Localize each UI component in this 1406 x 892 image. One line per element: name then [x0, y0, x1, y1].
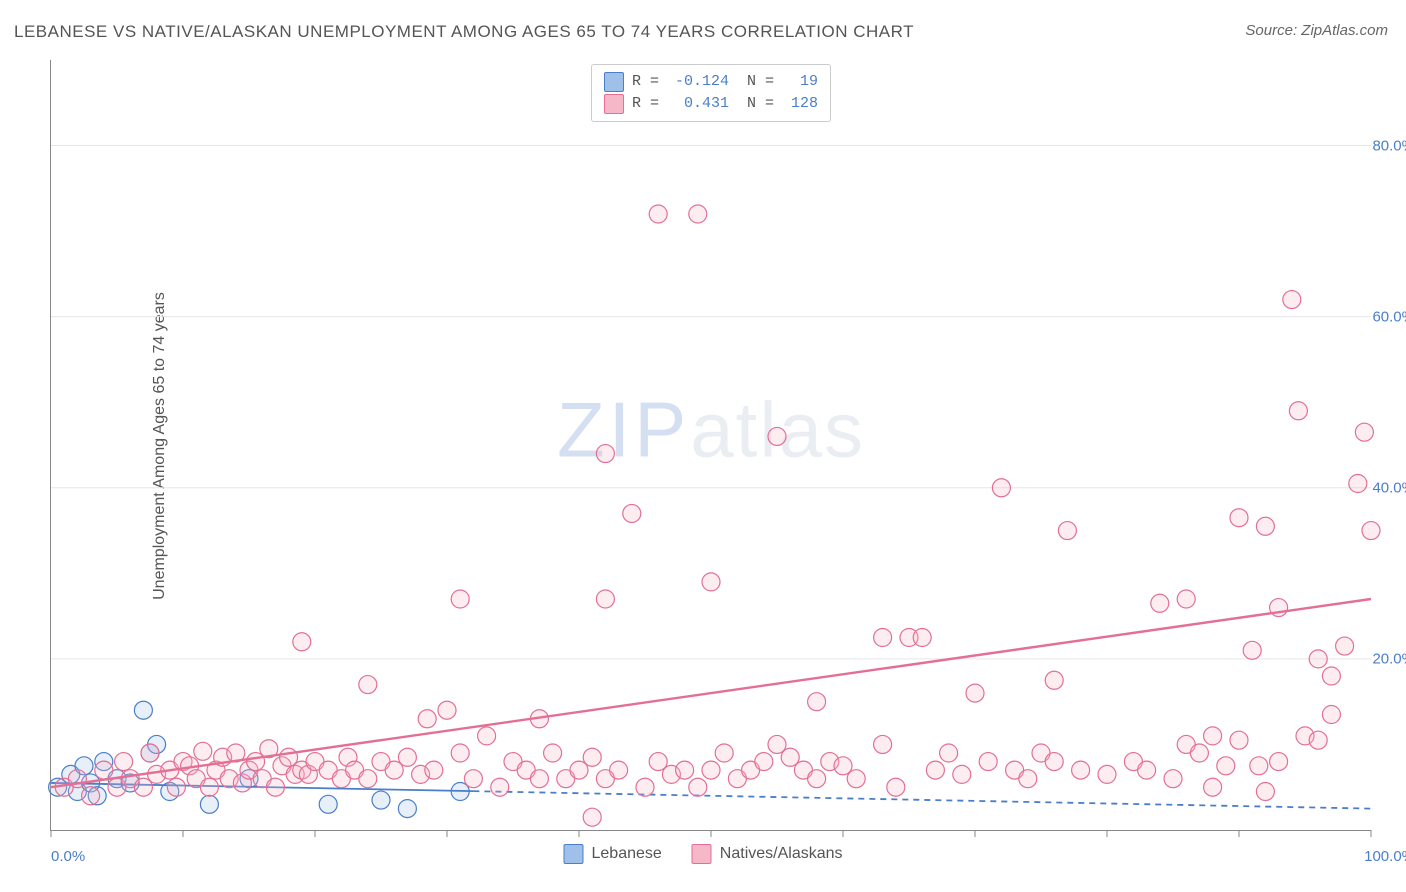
- y-tick-label: 60.0%: [1372, 308, 1406, 325]
- stats-r-label: R =: [632, 71, 659, 93]
- legend-label: Natives/Alaskans: [720, 845, 843, 863]
- source-name: ZipAtlas.com: [1301, 22, 1388, 39]
- legend-item: Natives/Alaskans: [692, 844, 843, 864]
- legend-swatch: [563, 844, 583, 864]
- y-tick-label: 20.0%: [1372, 650, 1406, 667]
- stats-r-value: 0.431: [667, 93, 729, 115]
- stats-n-label: N =: [747, 71, 774, 93]
- legend-swatch: [692, 844, 712, 864]
- bottom-legend: Lebanese Natives/Alaskans: [563, 844, 842, 864]
- stats-row: R = 0.431 N = 128: [604, 93, 818, 115]
- source-prefix: Source:: [1245, 22, 1301, 39]
- y-tick-label: 80.0%: [1372, 137, 1406, 154]
- legend-label: Lebanese: [591, 845, 661, 863]
- chart-title: LEBANESE VS NATIVE/ALASKAN UNEMPLOYMENT …: [14, 22, 914, 42]
- source-label: Source: ZipAtlas.com: [1245, 22, 1388, 39]
- stats-r-label: R =: [632, 93, 659, 115]
- legend-swatch: [604, 94, 624, 114]
- y-tick-label: 40.0%: [1372, 479, 1406, 496]
- stats-n-value: 19: [782, 71, 818, 93]
- stats-row: R = -0.124 N = 19: [604, 71, 818, 93]
- legend-swatch: [604, 72, 624, 92]
- stats-box: R = -0.124 N = 19 R = 0.431 N = 128: [591, 64, 831, 122]
- chart-container: LEBANESE VS NATIVE/ALASKAN UNEMPLOYMENT …: [0, 0, 1406, 892]
- x-tick-label: 0.0%: [51, 848, 85, 865]
- x-tick-label: 100.0%: [1364, 848, 1406, 865]
- plot-area: ZIPatlas R =-0.124N =19R =0.431N =128 20…: [50, 60, 1371, 831]
- plot-svg: [51, 60, 1371, 830]
- stats-n-label: N =: [747, 93, 774, 115]
- legend-item: Lebanese: [563, 844, 661, 864]
- stats-r-value: -0.124: [667, 71, 729, 93]
- stats-n-value: 128: [782, 93, 818, 115]
